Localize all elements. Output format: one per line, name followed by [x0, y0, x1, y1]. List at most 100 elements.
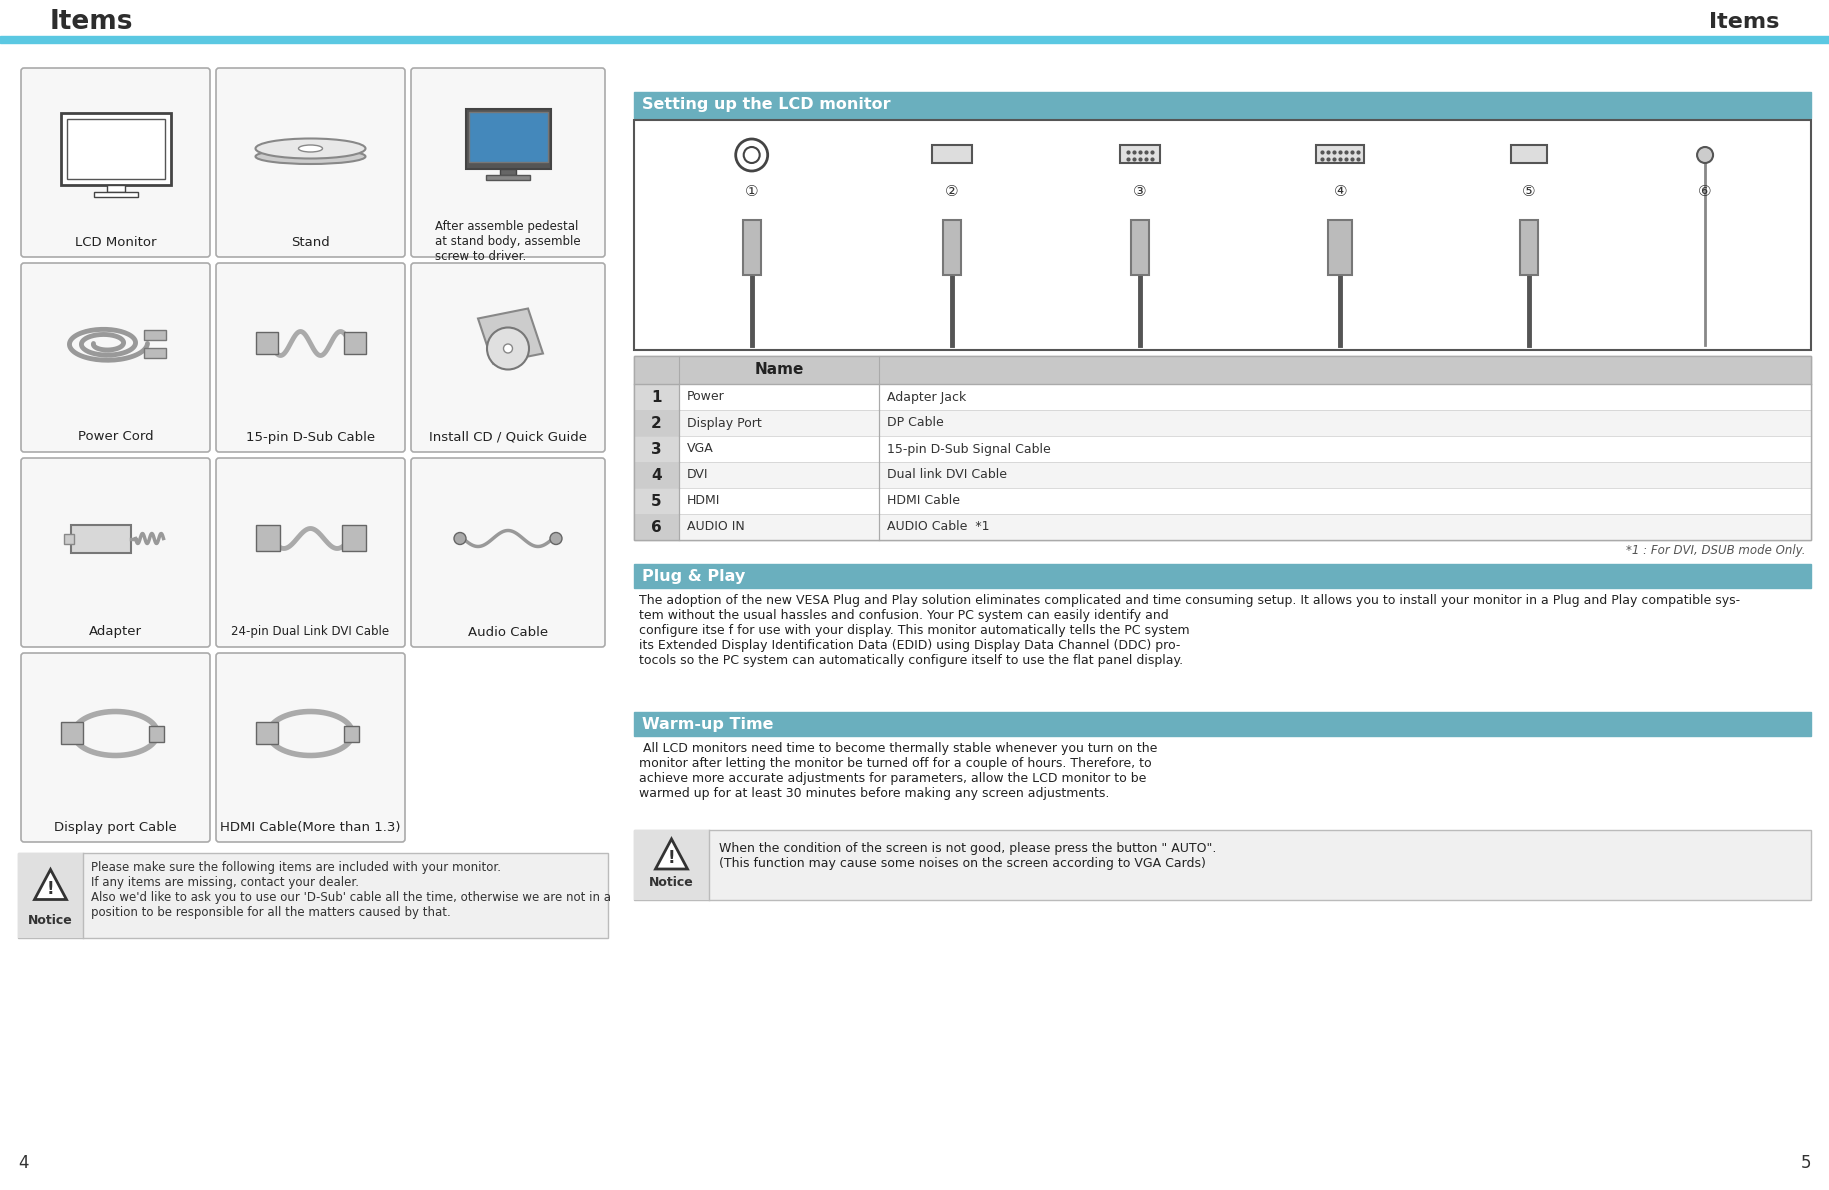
Text: Items: Items [1708, 12, 1780, 32]
Text: AUDIO Cable  *1: AUDIO Cable *1 [887, 520, 989, 533]
Bar [64, 533, 73, 544]
Text: Display Port: Display Port [688, 416, 761, 430]
Ellipse shape [503, 344, 512, 353]
Bar [143, 347, 165, 357]
Bar [942, 220, 960, 275]
Polygon shape [35, 870, 66, 900]
Ellipse shape [256, 138, 366, 158]
Bar [344, 726, 358, 741]
Text: !: ! [668, 848, 675, 868]
Text: 5: 5 [651, 494, 662, 508]
Text: ①: ① [744, 184, 759, 200]
Text: ③: ③ [1134, 184, 1147, 200]
Text: 3: 3 [651, 441, 662, 457]
Bar [342, 525, 366, 551]
Bar [1520, 220, 1538, 275]
Bar [18, 853, 607, 938]
Circle shape [744, 148, 759, 163]
Text: The adoption of the new VESA Plug and Play solution eliminates complicated and t: The adoption of the new VESA Plug and Pl… [638, 594, 1739, 668]
Bar [256, 525, 280, 551]
Text: 15-pin D-Sub Cable: 15-pin D-Sub Cable [245, 431, 375, 444]
Bar [66, 119, 165, 178]
Text: 4: 4 [18, 1154, 29, 1172]
Bar [635, 411, 679, 436]
Bar [468, 112, 547, 162]
Text: Power: Power [688, 390, 724, 403]
Text: Name: Name [754, 363, 803, 377]
FancyBboxPatch shape [20, 458, 210, 647]
Bar [256, 332, 278, 353]
Bar [60, 721, 82, 744]
Text: Display port Cable: Display port Cable [55, 820, 177, 833]
Bar [635, 411, 1811, 436]
Text: 2: 2 [651, 415, 662, 431]
Bar [635, 514, 679, 540]
Bar [1317, 145, 1364, 163]
Bar [0, 36, 1829, 43]
Text: HDMI: HDMI [688, 495, 721, 507]
Bar [106, 184, 124, 192]
Text: Please make sure the following items are included with your monitor.
If any item: Please make sure the following items are… [91, 862, 611, 919]
Text: DVI: DVI [688, 469, 708, 482]
Bar [635, 92, 1811, 118]
Text: 15-pin D-Sub Signal Cable: 15-pin D-Sub Signal Cable [887, 443, 1050, 456]
Bar [18, 853, 82, 938]
Circle shape [454, 532, 466, 545]
Text: All LCD monitors need time to become thermally stable whenever you turn on the
m: All LCD monitors need time to become the… [638, 743, 1158, 800]
Bar [1328, 220, 1352, 275]
Text: When the condition of the screen is not good, please press the button " AUTO".
(: When the condition of the screen is not … [719, 843, 1216, 870]
FancyBboxPatch shape [216, 458, 404, 647]
Text: *1 : For DVI, DSUB mode Only.: *1 : For DVI, DSUB mode Only. [1626, 544, 1805, 557]
Bar [499, 169, 516, 175]
Bar [635, 384, 1811, 411]
Text: DP Cable: DP Cable [887, 416, 944, 430]
Bar [635, 829, 1811, 900]
Bar [635, 356, 1811, 384]
Text: VGA: VGA [688, 443, 713, 456]
Text: !: ! [48, 879, 55, 897]
Bar [635, 384, 679, 411]
Text: Stand: Stand [291, 236, 329, 249]
Text: AUDIO IN: AUDIO IN [688, 520, 744, 533]
Text: 24-pin Dual Link DVI Cable: 24-pin Dual Link DVI Cable [232, 626, 390, 639]
Text: HDMI Cable: HDMI Cable [887, 495, 960, 507]
Ellipse shape [298, 145, 322, 152]
Text: Adapter Jack: Adapter Jack [887, 390, 966, 403]
Text: After assemble pedestal
at stand body, assemble
screw to driver.: After assemble pedestal at stand body, a… [435, 220, 582, 263]
FancyBboxPatch shape [412, 68, 605, 257]
Text: ②: ② [946, 184, 958, 200]
Bar [466, 108, 551, 169]
Bar [148, 726, 163, 741]
Bar [743, 220, 761, 275]
Text: HDMI Cable(More than 1.3): HDMI Cable(More than 1.3) [219, 820, 401, 833]
Ellipse shape [487, 327, 529, 370]
Ellipse shape [256, 149, 366, 164]
FancyBboxPatch shape [216, 653, 404, 843]
Bar [256, 721, 278, 744]
Bar [635, 829, 710, 900]
Bar [71, 525, 130, 552]
Text: ⑥: ⑥ [1699, 184, 1712, 200]
Bar [1119, 145, 1160, 163]
Text: Items: Items [49, 10, 134, 35]
Bar [635, 514, 1811, 540]
Bar [1511, 145, 1547, 163]
Text: 4: 4 [651, 468, 662, 482]
Circle shape [735, 139, 768, 171]
Bar [635, 356, 1811, 540]
Bar [487, 175, 530, 180]
Text: ⑤: ⑤ [1522, 184, 1535, 200]
Text: Notice: Notice [27, 914, 73, 927]
Bar [635, 436, 679, 462]
Text: ④: ④ [1333, 184, 1346, 200]
Bar [635, 712, 1811, 735]
Bar [635, 462, 679, 488]
Text: Plug & Play: Plug & Play [642, 569, 744, 583]
Bar [635, 436, 1811, 462]
Text: Dual link DVI Cable: Dual link DVI Cable [887, 469, 1008, 482]
Polygon shape [655, 839, 688, 869]
Bar [143, 330, 165, 339]
Bar [635, 120, 1811, 350]
Bar [635, 488, 679, 514]
FancyBboxPatch shape [412, 263, 605, 452]
